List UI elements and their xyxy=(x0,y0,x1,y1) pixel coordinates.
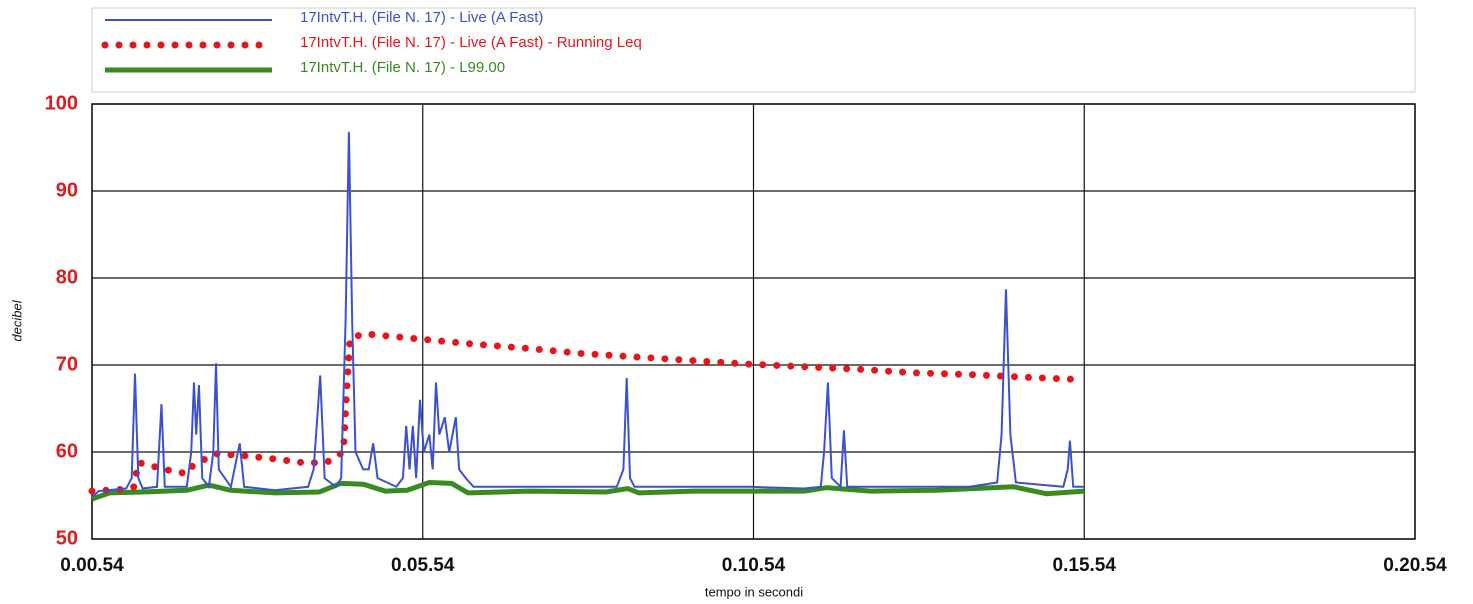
legend-label: 17IntvT.H. (File N. 17) - Live (A Fast) xyxy=(300,9,543,26)
x-tick-label: 0.20.54 xyxy=(1383,555,1447,576)
series-line xyxy=(91,479,1085,502)
x-tick-label: 0.15.54 xyxy=(1053,555,1117,576)
legend-box xyxy=(91,7,1416,93)
y-tick-label: 70 xyxy=(56,353,78,375)
series-line xyxy=(91,131,1085,498)
y-tick-label: 100 xyxy=(45,92,78,114)
legend-label: 17IntvT.H. (File N. 17) - L99.00 xyxy=(300,59,505,76)
x-axis-label: tempo in secondi xyxy=(705,584,803,599)
y-tick-label: 50 xyxy=(56,527,78,549)
legend-label: 17IntvT.H. (File N. 17) - Live (A Fast) … xyxy=(300,34,642,51)
series-line xyxy=(88,330,1088,495)
x-tick-label: 0.05.54 xyxy=(391,555,455,576)
x-tick-label: 0.10.54 xyxy=(722,555,786,576)
y-tick-label: 80 xyxy=(56,266,78,288)
y-tick-label: 60 xyxy=(56,440,78,462)
y-tick-label: 90 xyxy=(56,179,78,201)
y-axis-label: decibel xyxy=(9,299,24,341)
x-tick-label: 0.00.54 xyxy=(60,555,124,576)
